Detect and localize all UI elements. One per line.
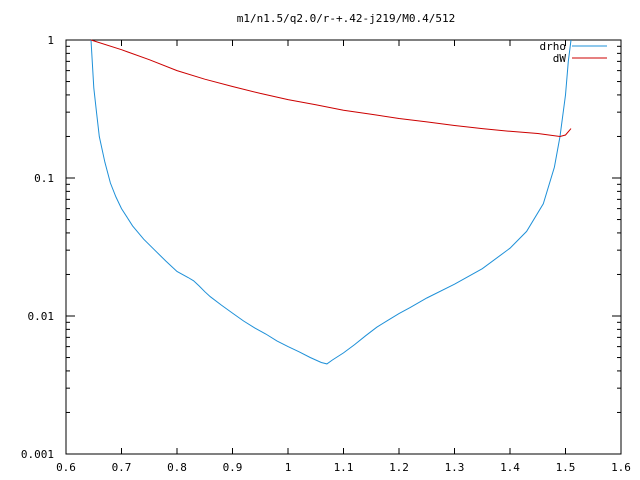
series-line-drho <box>90 39 572 365</box>
series-line-dW <box>90 39 572 138</box>
y-tick-label: 0.01 <box>28 310 55 323</box>
legend-label: dW <box>553 52 567 65</box>
x-tick-label: 0.6 <box>56 461 76 474</box>
plot-frame <box>65 39 622 455</box>
x-tick-label: 0.8 <box>167 461 187 474</box>
x-tick-label: 1.2 <box>389 461 409 474</box>
x-axis: 0.6 0.7 0.8 0.9 1 1.1 1.2 1.3 1.4 1.5 1.6 <box>56 40 631 474</box>
x-tick-label: 1 <box>285 461 292 474</box>
x-tick-label: 1.1 <box>334 461 354 474</box>
y-axis: 0.001 0.01 0.1 1 <box>21 34 621 461</box>
chart-title: m1/n1.5/q2.0/r-+.42-j219/M0.4/512 <box>237 12 456 25</box>
x-tick-label: 0.9 <box>223 461 243 474</box>
series-layer <box>90 39 572 365</box>
legend-label: drho <box>540 40 567 53</box>
x-tick-label: 1.6 <box>611 461 631 474</box>
y-tick-label: 0.001 <box>21 448 54 461</box>
x-tick-label: 1.4 <box>500 461 520 474</box>
x-tick-label: 1.3 <box>445 461 465 474</box>
x-tick-label: 1.5 <box>556 461 576 474</box>
y-tick-label: 1 <box>47 34 54 47</box>
y-tick-label: 0.1 <box>34 172 54 185</box>
x-tick-label: 0.7 <box>112 461 132 474</box>
